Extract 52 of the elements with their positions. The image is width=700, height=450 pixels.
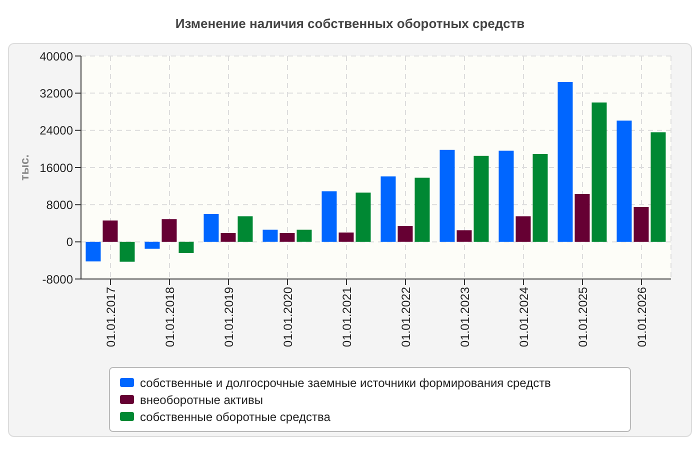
bar bbox=[178, 242, 194, 253]
bar bbox=[380, 176, 396, 242]
x-tick-label: 01.01.2018 bbox=[163, 286, 178, 348]
bar bbox=[220, 233, 236, 242]
x-tick-label: 01.01.2026 bbox=[635, 286, 650, 348]
bar bbox=[144, 242, 160, 249]
bar bbox=[532, 154, 548, 242]
bar bbox=[616, 120, 632, 242]
bar bbox=[280, 233, 295, 242]
x-tick-label: 01.01.2020 bbox=[281, 286, 296, 348]
bar bbox=[414, 178, 430, 242]
x-tick-label: 01.01.2023 bbox=[458, 286, 472, 348]
legend-label: собственные оборотные средства bbox=[140, 410, 330, 424]
x-tick-label: 01.01.2021 bbox=[340, 286, 354, 348]
bar bbox=[296, 230, 312, 242]
bar bbox=[456, 230, 472, 242]
bar bbox=[474, 156, 489, 242]
bar bbox=[516, 216, 531, 242]
y-tick-label: 0 bbox=[66, 235, 74, 250]
bar bbox=[102, 220, 118, 242]
y-tick-label: 32000 bbox=[40, 86, 74, 100]
bar bbox=[634, 206, 649, 242]
y-tick-label: 16000 bbox=[40, 160, 74, 175]
bar bbox=[574, 194, 590, 242]
bar bbox=[238, 216, 253, 242]
bar bbox=[120, 242, 135, 262]
bar bbox=[558, 82, 573, 242]
y-tick-label: -8000 bbox=[42, 272, 74, 286]
x-tick-label: 01.01.2019 bbox=[222, 286, 236, 348]
bar bbox=[86, 242, 101, 262]
bar bbox=[338, 232, 354, 242]
bar bbox=[262, 230, 278, 242]
bar bbox=[398, 226, 413, 242]
y-axis-title: тыс. bbox=[17, 154, 32, 181]
x-tick-label: 01.01.2017 bbox=[104, 286, 118, 348]
bar bbox=[650, 132, 666, 242]
y-tick-label: 24000 bbox=[40, 124, 74, 138]
legend-label: собственные и долгосрочные заемные источники формирования средств bbox=[140, 376, 551, 390]
x-tick-label: 01.01.2025 bbox=[576, 286, 590, 348]
bar bbox=[204, 214, 219, 242]
bar bbox=[440, 150, 455, 242]
y-tick-label: 40000 bbox=[40, 49, 74, 64]
legend-label: внеоборотные активы bbox=[140, 392, 263, 406]
x-tick-label: 01.01.2024 bbox=[517, 286, 532, 348]
x-tick-label: 01.01.2022 bbox=[399, 286, 414, 348]
chart-title: Изменение наличия собственных оборотных средств bbox=[174, 15, 526, 33]
bar bbox=[498, 150, 514, 242]
bar bbox=[592, 102, 607, 242]
bar bbox=[322, 191, 337, 242]
y-tick-label: 8000 bbox=[46, 198, 74, 212]
bar bbox=[356, 192, 371, 242]
bar bbox=[162, 219, 177, 242]
